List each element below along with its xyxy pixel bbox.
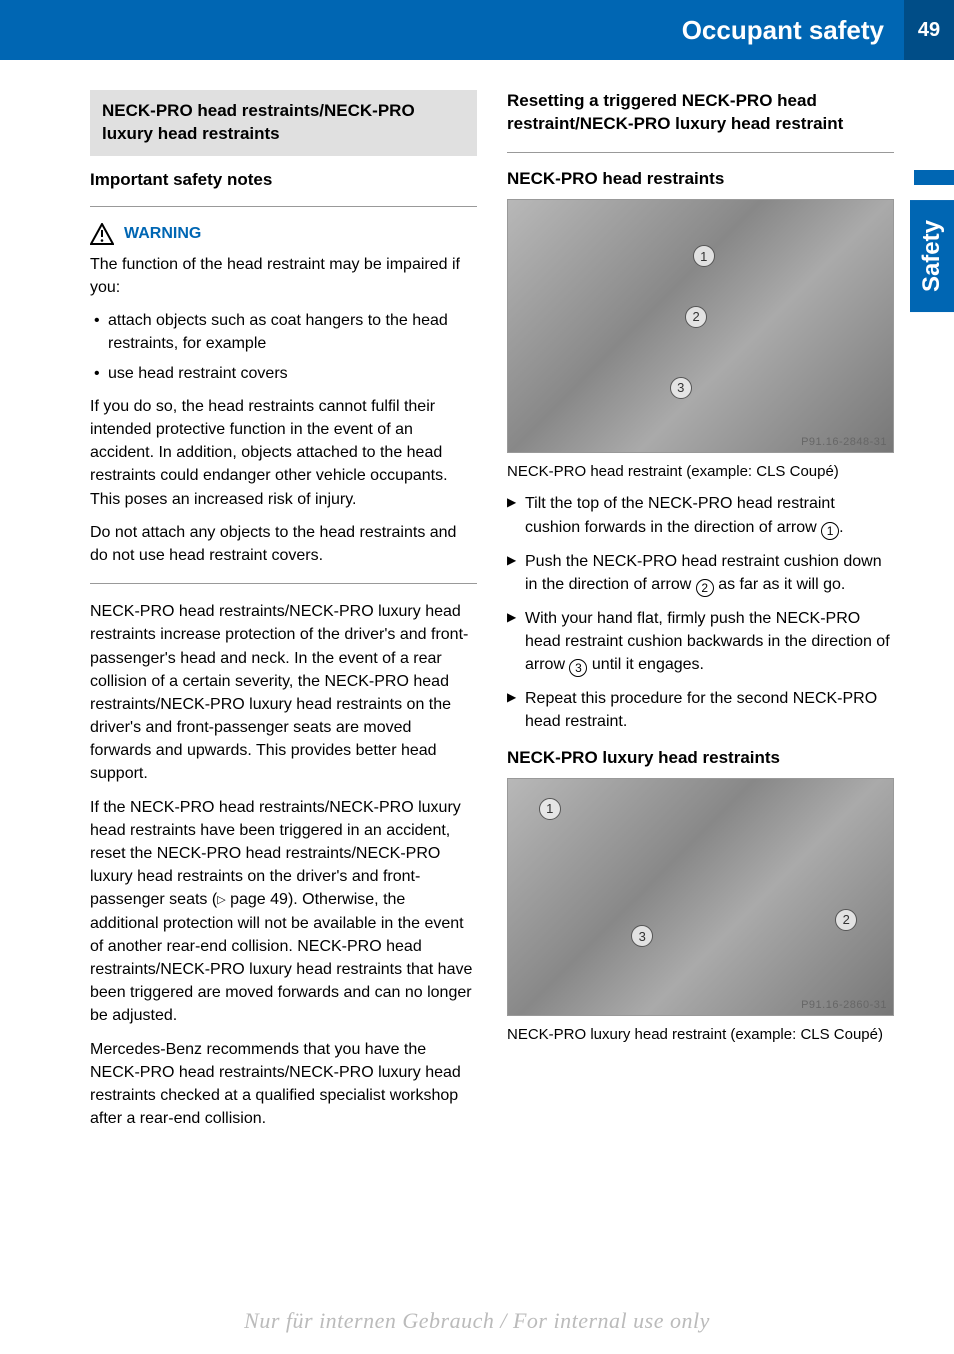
figure-caption-1: NECK-PRO head restraint (example: CLS Co… bbox=[507, 461, 894, 482]
figure-marker-1: 1 bbox=[539, 798, 561, 820]
step-item: Tilt the top of the NECK-PRO head restra… bbox=[507, 492, 894, 539]
figure-marker-2: 2 bbox=[685, 306, 707, 328]
divider bbox=[90, 206, 477, 207]
page-header: Occupant safety 49 bbox=[0, 0, 954, 60]
figure-neckpro-luxury-head-restraint: 1 2 3 P91.16-2860-31 bbox=[507, 778, 894, 1017]
text-fragment: Tilt the top of the NECK-PRO head restra… bbox=[525, 495, 835, 535]
body-paragraph-3: Mercedes-Benz recommends that you have t… bbox=[90, 1038, 477, 1131]
figure-code: P91.16-2860-31 bbox=[801, 999, 887, 1011]
text-fragment: . bbox=[839, 519, 843, 536]
warning-header: WARNING bbox=[90, 223, 477, 245]
figure-marker-2: 2 bbox=[835, 909, 857, 931]
warning-triangle-icon bbox=[90, 223, 114, 245]
warning-paragraph-1: The function of the head restraint may b… bbox=[90, 253, 477, 299]
warning-paragraph-3: Do not attach any objects to the head re… bbox=[90, 521, 477, 567]
figure-marker-3: 3 bbox=[631, 925, 653, 947]
step-item: Push the NECK-PRO head restraint cushion… bbox=[507, 550, 894, 597]
reset-steps-list: Tilt the top of the NECK-PRO head restra… bbox=[507, 492, 894, 733]
left-main-heading: NECK-PRO head restraints/NECK-PRO luxury… bbox=[90, 90, 477, 156]
side-tab-accent bbox=[914, 170, 954, 185]
right-column: Resetting a triggered NECK-PRO head rest… bbox=[507, 90, 894, 1140]
text-fragment: until it engages. bbox=[587, 656, 704, 673]
header-section-title: Occupant safety bbox=[682, 15, 904, 46]
right-sec1-heading: NECK-PRO head restraints bbox=[507, 169, 894, 189]
body-paragraph-2: If the NECK-PRO head restraints/NECK-PRO… bbox=[90, 796, 477, 1028]
footer-watermark: Nur für internen Gebrauch / For internal… bbox=[0, 1308, 954, 1334]
right-sec2-heading: NECK-PRO luxury head restraints bbox=[507, 748, 894, 768]
warning-label: WARNING bbox=[124, 225, 201, 243]
list-item: use head restraint covers bbox=[90, 362, 477, 385]
divider bbox=[90, 583, 477, 584]
left-sub-heading: Important safety notes bbox=[90, 170, 477, 190]
page-number: 49 bbox=[904, 0, 954, 60]
circled-number-3: 3 bbox=[569, 659, 587, 677]
step-item: Repeat this procedure for the second NEC… bbox=[507, 687, 894, 733]
list-item: attach objects such as coat hangers to t… bbox=[90, 309, 477, 355]
divider bbox=[507, 152, 894, 153]
right-main-heading: Resetting a triggered NECK-PRO head rest… bbox=[507, 90, 894, 136]
circled-number-1: 1 bbox=[821, 522, 839, 540]
text-fragment: page 49). Otherwise, the additional prot… bbox=[90, 891, 472, 1024]
figure-marker-1: 1 bbox=[693, 245, 715, 267]
figure-caption-2: NECK-PRO luxury head restraint (example:… bbox=[507, 1024, 894, 1045]
text-fragment: as far as it will go. bbox=[714, 576, 846, 593]
page-ref-icon: ▷ bbox=[217, 893, 225, 909]
left-column: NECK-PRO head restraints/NECK-PRO luxury… bbox=[90, 90, 477, 1140]
figure-neckpro-head-restraint: 1 2 3 P91.16-2848-31 bbox=[507, 199, 894, 454]
figure-marker-3: 3 bbox=[670, 377, 692, 399]
chapter-side-tab: Safety bbox=[910, 200, 954, 312]
circled-number-2: 2 bbox=[696, 579, 714, 597]
body-paragraph-1: NECK-PRO head restraints/NECK-PRO luxury… bbox=[90, 600, 477, 786]
figure-code: P91.16-2848-31 bbox=[801, 436, 887, 448]
warning-paragraph-2: If you do so, the head restraints cannot… bbox=[90, 395, 477, 511]
warning-bullet-list: attach objects such as coat hangers to t… bbox=[90, 309, 477, 385]
step-item: With your hand flat, firmly push the NEC… bbox=[507, 607, 894, 677]
